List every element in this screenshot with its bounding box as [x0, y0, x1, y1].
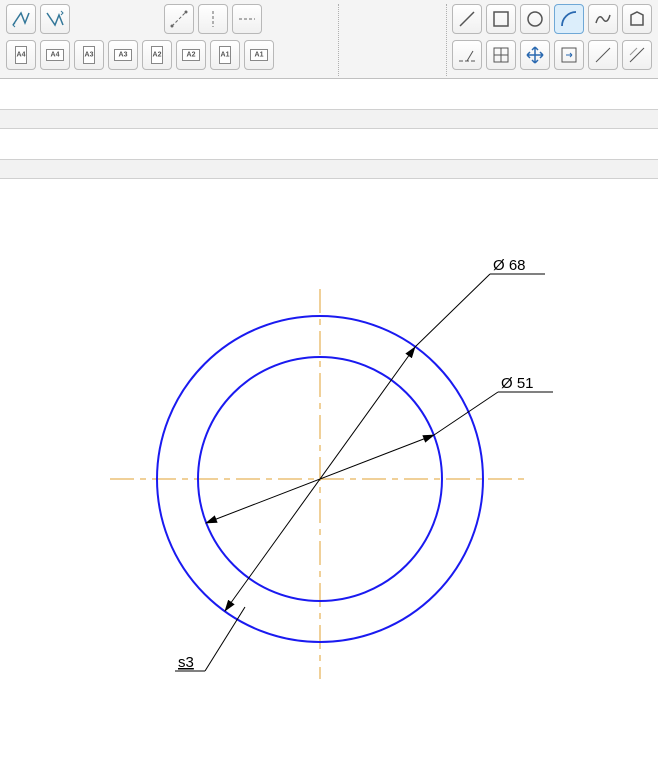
toolbar-row-2-left: A4 A4 A3 A3 A2 A2 A1 A1: [6, 40, 274, 70]
move-icon: [525, 45, 545, 65]
paper-a3-landscape-button[interactable]: A3: [108, 40, 138, 70]
gap-strip-1: [0, 79, 658, 109]
paper-size-group: A4 A4 A3 A3 A2 A2 A1 A1: [6, 40, 274, 70]
arc-icon: [559, 9, 579, 29]
circle-icon: [525, 9, 545, 29]
dim-inner-diameter: Ø 51: [206, 375, 553, 523]
polygon-tool-button[interactable]: [622, 4, 652, 34]
paper-a1-landscape-button[interactable]: A1: [244, 40, 274, 70]
panel-bar-1: [0, 109, 658, 129]
dim-outer-label: Ø 68: [493, 257, 526, 274]
dim-vert-button[interactable]: [198, 4, 228, 34]
break-line-2-button[interactable]: [40, 4, 70, 34]
break-line-2-icon: [45, 9, 65, 29]
rect-icon: [491, 9, 511, 29]
rect-tool-button[interactable]: [486, 4, 516, 34]
drawing-canvas[interactable]: Ø 68 Ø 51 s3: [0, 179, 658, 774]
toolbar-row-1-mid: [164, 4, 262, 34]
break-line-1-button[interactable]: [6, 4, 36, 34]
break-line-icon: [11, 9, 31, 29]
drawing-svg: Ø 68 Ø 51 s3: [0, 179, 658, 774]
ext-line-icon: [457, 45, 477, 65]
line-tool-button[interactable]: [452, 4, 482, 34]
dim-horiz-icon: [237, 9, 257, 29]
paper-a4-portrait-button[interactable]: A4: [6, 40, 36, 70]
dim-vert-icon: [203, 9, 223, 29]
thickness-label: s3: [178, 654, 194, 671]
panel-bar-2: [0, 159, 658, 179]
dim-inner-label: Ø 51: [501, 375, 534, 392]
toolbar-separator-2: [446, 4, 448, 76]
toolbar-separator-1: [338, 4, 340, 76]
arc-tool-button[interactable]: [554, 4, 584, 34]
toolbar-area: A4 A4 A3 A3 A2 A2 A1 A1: [0, 0, 658, 79]
diag-2-button[interactable]: [622, 40, 652, 70]
diag-1-icon: [593, 45, 613, 65]
circle-tool-button[interactable]: [520, 4, 550, 34]
dim-linear-button[interactable]: [164, 4, 194, 34]
polyline-tool-button[interactable]: [588, 4, 618, 34]
paper-a2-portrait-button[interactable]: A2: [142, 40, 172, 70]
diag-1-button[interactable]: [588, 40, 618, 70]
diag-2-icon: [627, 45, 647, 65]
ext-box-icon: [491, 45, 511, 65]
toolbar-row-1-right: [452, 4, 652, 34]
dim-horiz-button[interactable]: [232, 4, 262, 34]
paper-a4-landscape-button[interactable]: A4: [40, 40, 70, 70]
fit-button[interactable]: [554, 40, 584, 70]
move-button[interactable]: [520, 40, 550, 70]
ext-box-button[interactable]: [486, 40, 516, 70]
dim-linear-icon: [169, 9, 189, 29]
center-axes: [110, 289, 530, 679]
dim-outer-diameter: Ø 68: [225, 257, 545, 611]
ext-line-button[interactable]: [452, 40, 482, 70]
paper-a2-landscape-button[interactable]: A2: [176, 40, 206, 70]
gap-strip-2: [0, 129, 658, 159]
polyline-icon: [593, 9, 613, 29]
line-icon: [457, 9, 477, 29]
fit-icon: [559, 45, 579, 65]
paper-a1-portrait-button[interactable]: A1: [210, 40, 240, 70]
toolbar-row-2-right: [452, 40, 652, 70]
paper-a3-portrait-button[interactable]: A3: [74, 40, 104, 70]
polygon-icon: [627, 9, 647, 29]
